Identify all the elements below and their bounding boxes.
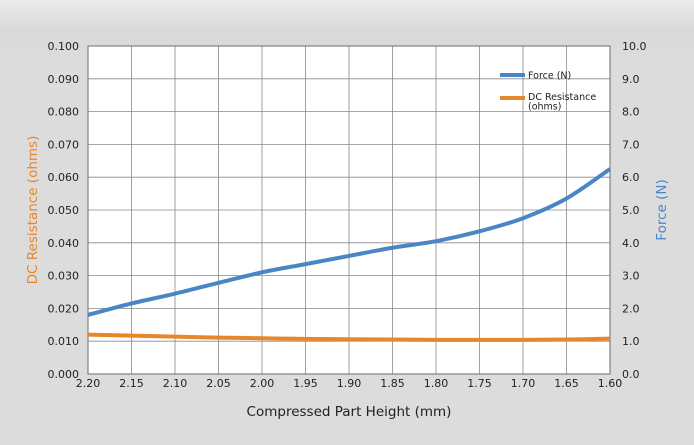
x-tick-label: 1.70	[511, 377, 536, 390]
y-left-tick-label: 0.100	[48, 40, 80, 53]
y-right-tick-label: 4.0	[622, 237, 640, 250]
x-tick-label: 1.95	[293, 377, 318, 390]
y-left-axis-title: DC Resistance (ohms)	[25, 136, 41, 285]
x-tick-label: 1.90	[337, 377, 362, 390]
x-tick-label: 2.05	[206, 377, 231, 390]
force-series-line	[87, 167, 612, 317]
y-left-tick-label: 0.090	[48, 73, 80, 86]
y-left-tick-label: 0.060	[48, 171, 80, 184]
dc-resistance-series-line	[87, 332, 611, 342]
legend-label-dc-resistance-line2: (ohms)	[528, 102, 561, 113]
y-left-tick-label: 0.080	[48, 106, 80, 119]
y-left-tick-label: 0.040	[48, 237, 80, 250]
x-tick-label: 1.80	[424, 377, 449, 390]
y-right-tick-label: 9.0	[622, 73, 640, 86]
y-right-tick-label: 8.0	[622, 106, 640, 119]
legend-label-dc-resistance: DC Resistance (ohms)	[528, 92, 596, 113]
y-left-tick-label: 0.070	[48, 138, 80, 151]
x-tick-label: 2.10	[163, 377, 188, 390]
y-left-tick-label: 0.050	[48, 204, 80, 217]
x-tick-label: 1.60	[598, 377, 623, 390]
x-tick-label: 1.85	[380, 377, 405, 390]
y-right-tick-label: 2.0	[622, 302, 640, 315]
y-left-tick-label: 0.030	[48, 270, 80, 283]
legend-label-dc-resistance-line1: DC Resistance	[528, 92, 596, 103]
y-right-tick-label: 5.0	[622, 204, 640, 217]
y-left-tick-label: 0.000	[48, 368, 80, 381]
y-right-tick-label: 10.0	[622, 40, 647, 53]
y-right-tick-label: 7.0	[622, 138, 640, 151]
y-left-tick-label: 0.010	[48, 335, 80, 348]
y-right-tick-label: 1.0	[622, 335, 640, 348]
y-right-tick-label: 3.0	[622, 270, 640, 283]
y-right-tick-label: 6.0	[622, 171, 640, 184]
y-right-axis-title: Force (N)	[654, 179, 670, 240]
x-tick-label: 2.00	[250, 377, 275, 390]
y-left-tick-label: 0.020	[48, 302, 80, 315]
legend-label-force: Force (N)	[528, 71, 571, 82]
y-right-tick-label: 0.0	[622, 368, 640, 381]
x-tick-label: 1.65	[554, 377, 579, 390]
plot-border	[87, 45, 611, 375]
x-tick-label: 2.15	[119, 377, 144, 390]
x-tick-label: 2.20	[76, 377, 101, 390]
x-tick-label: 1.75	[467, 377, 492, 390]
x-axis-title: Compressed Part Height (mm)	[247, 404, 452, 420]
